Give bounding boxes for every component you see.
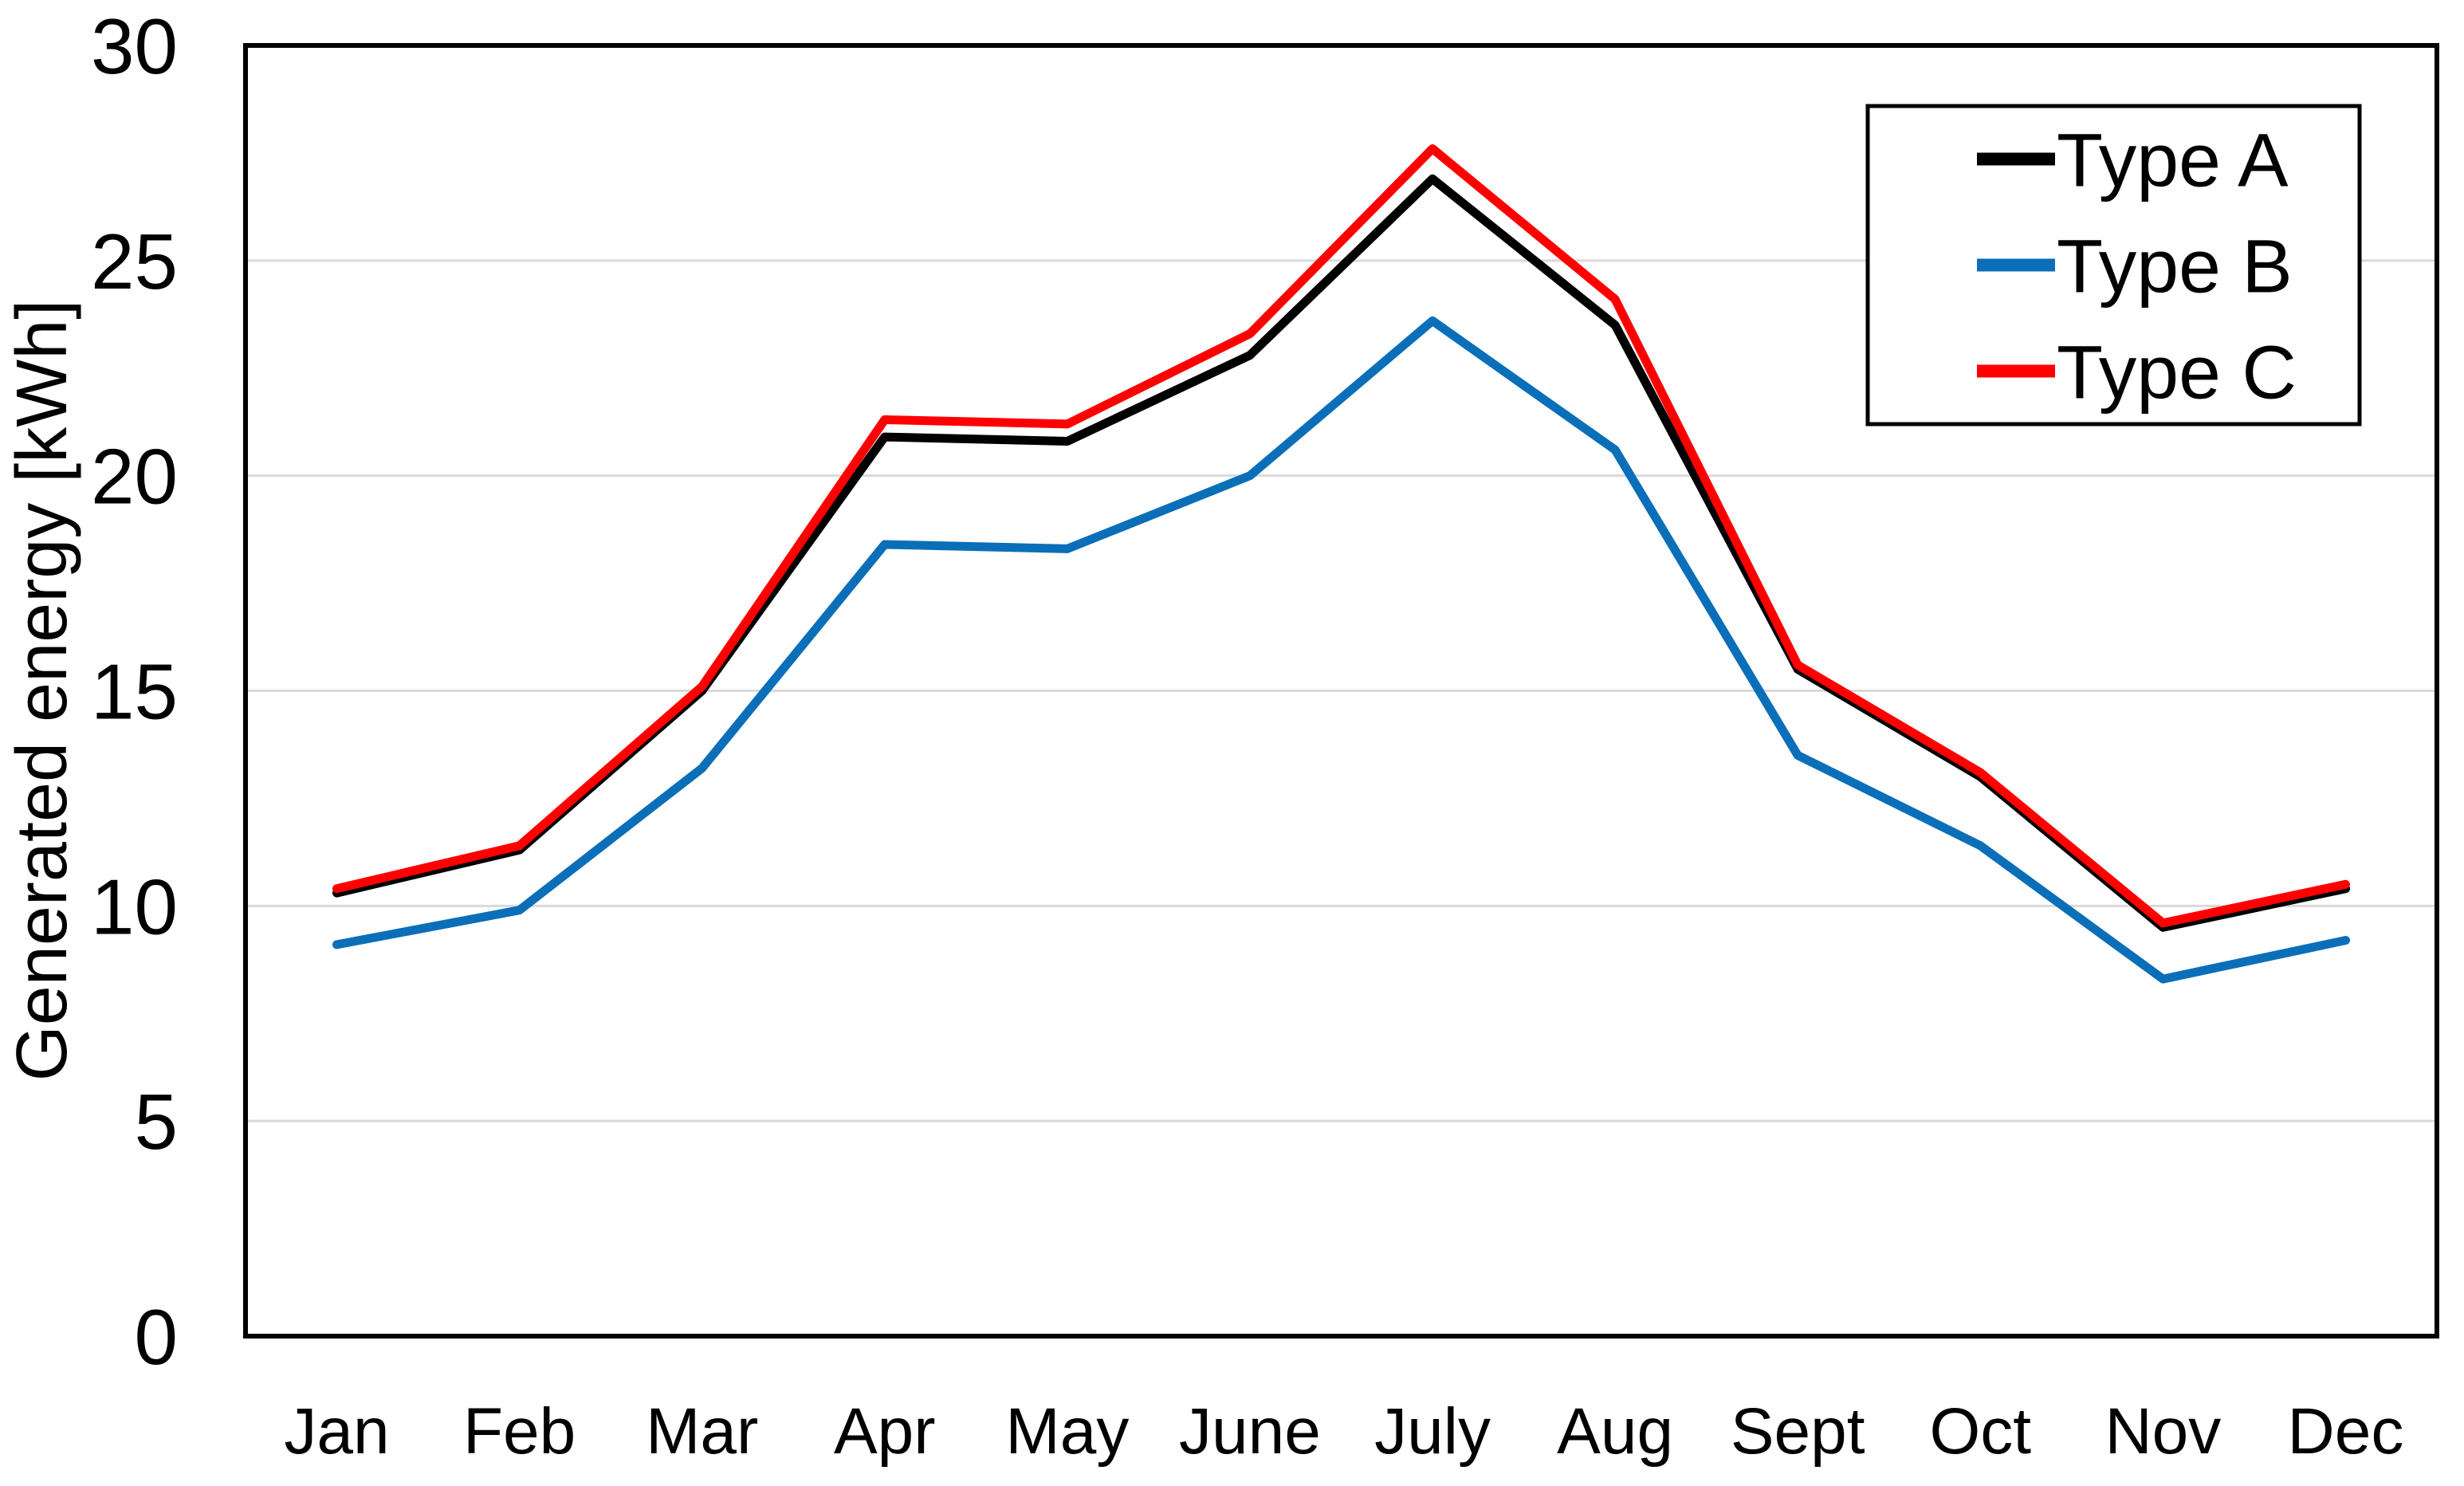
series-line-type-c bbox=[332, 144, 2350, 928]
x-tick-label: Mar bbox=[646, 1395, 758, 1468]
legend-box bbox=[1865, 104, 2362, 427]
legend-label: Type B bbox=[2057, 225, 2293, 309]
plot-border bbox=[243, 43, 2439, 1339]
x-tick-label: Aug bbox=[1557, 1395, 1673, 1468]
x-tick-label: May bbox=[1005, 1395, 1129, 1468]
y-tick-label: 0 bbox=[134, 1293, 178, 1381]
y-tick-label: 15 bbox=[91, 648, 178, 736]
y-tick-label: 5 bbox=[134, 1078, 178, 1166]
y-axis-title: Generated energy [kWh] bbox=[2, 300, 82, 1082]
x-tick-label: Nov bbox=[2104, 1395, 2221, 1468]
y-tick-label: 20 bbox=[91, 433, 178, 521]
legend-label: Type C bbox=[2057, 331, 2297, 415]
x-tick-label: Dec bbox=[2288, 1395, 2404, 1468]
x-tick-label: Feb bbox=[463, 1395, 576, 1468]
y-tick-label: 25 bbox=[91, 218, 178, 305]
y-tick-label: 30 bbox=[91, 2, 178, 90]
x-tick-label: July bbox=[1374, 1395, 1491, 1468]
x-tick-label: Apr bbox=[834, 1395, 936, 1468]
series-line-type-b bbox=[332, 316, 2350, 984]
x-tick-label: Oct bbox=[1930, 1395, 2032, 1468]
x-tick-label: Sept bbox=[1731, 1395, 1865, 1468]
x-tick-label: Jan bbox=[284, 1395, 389, 1468]
x-tick-label: June bbox=[1179, 1395, 1321, 1468]
legend-label: Type A bbox=[2057, 119, 2289, 203]
y-tick-label: 10 bbox=[91, 863, 178, 950]
